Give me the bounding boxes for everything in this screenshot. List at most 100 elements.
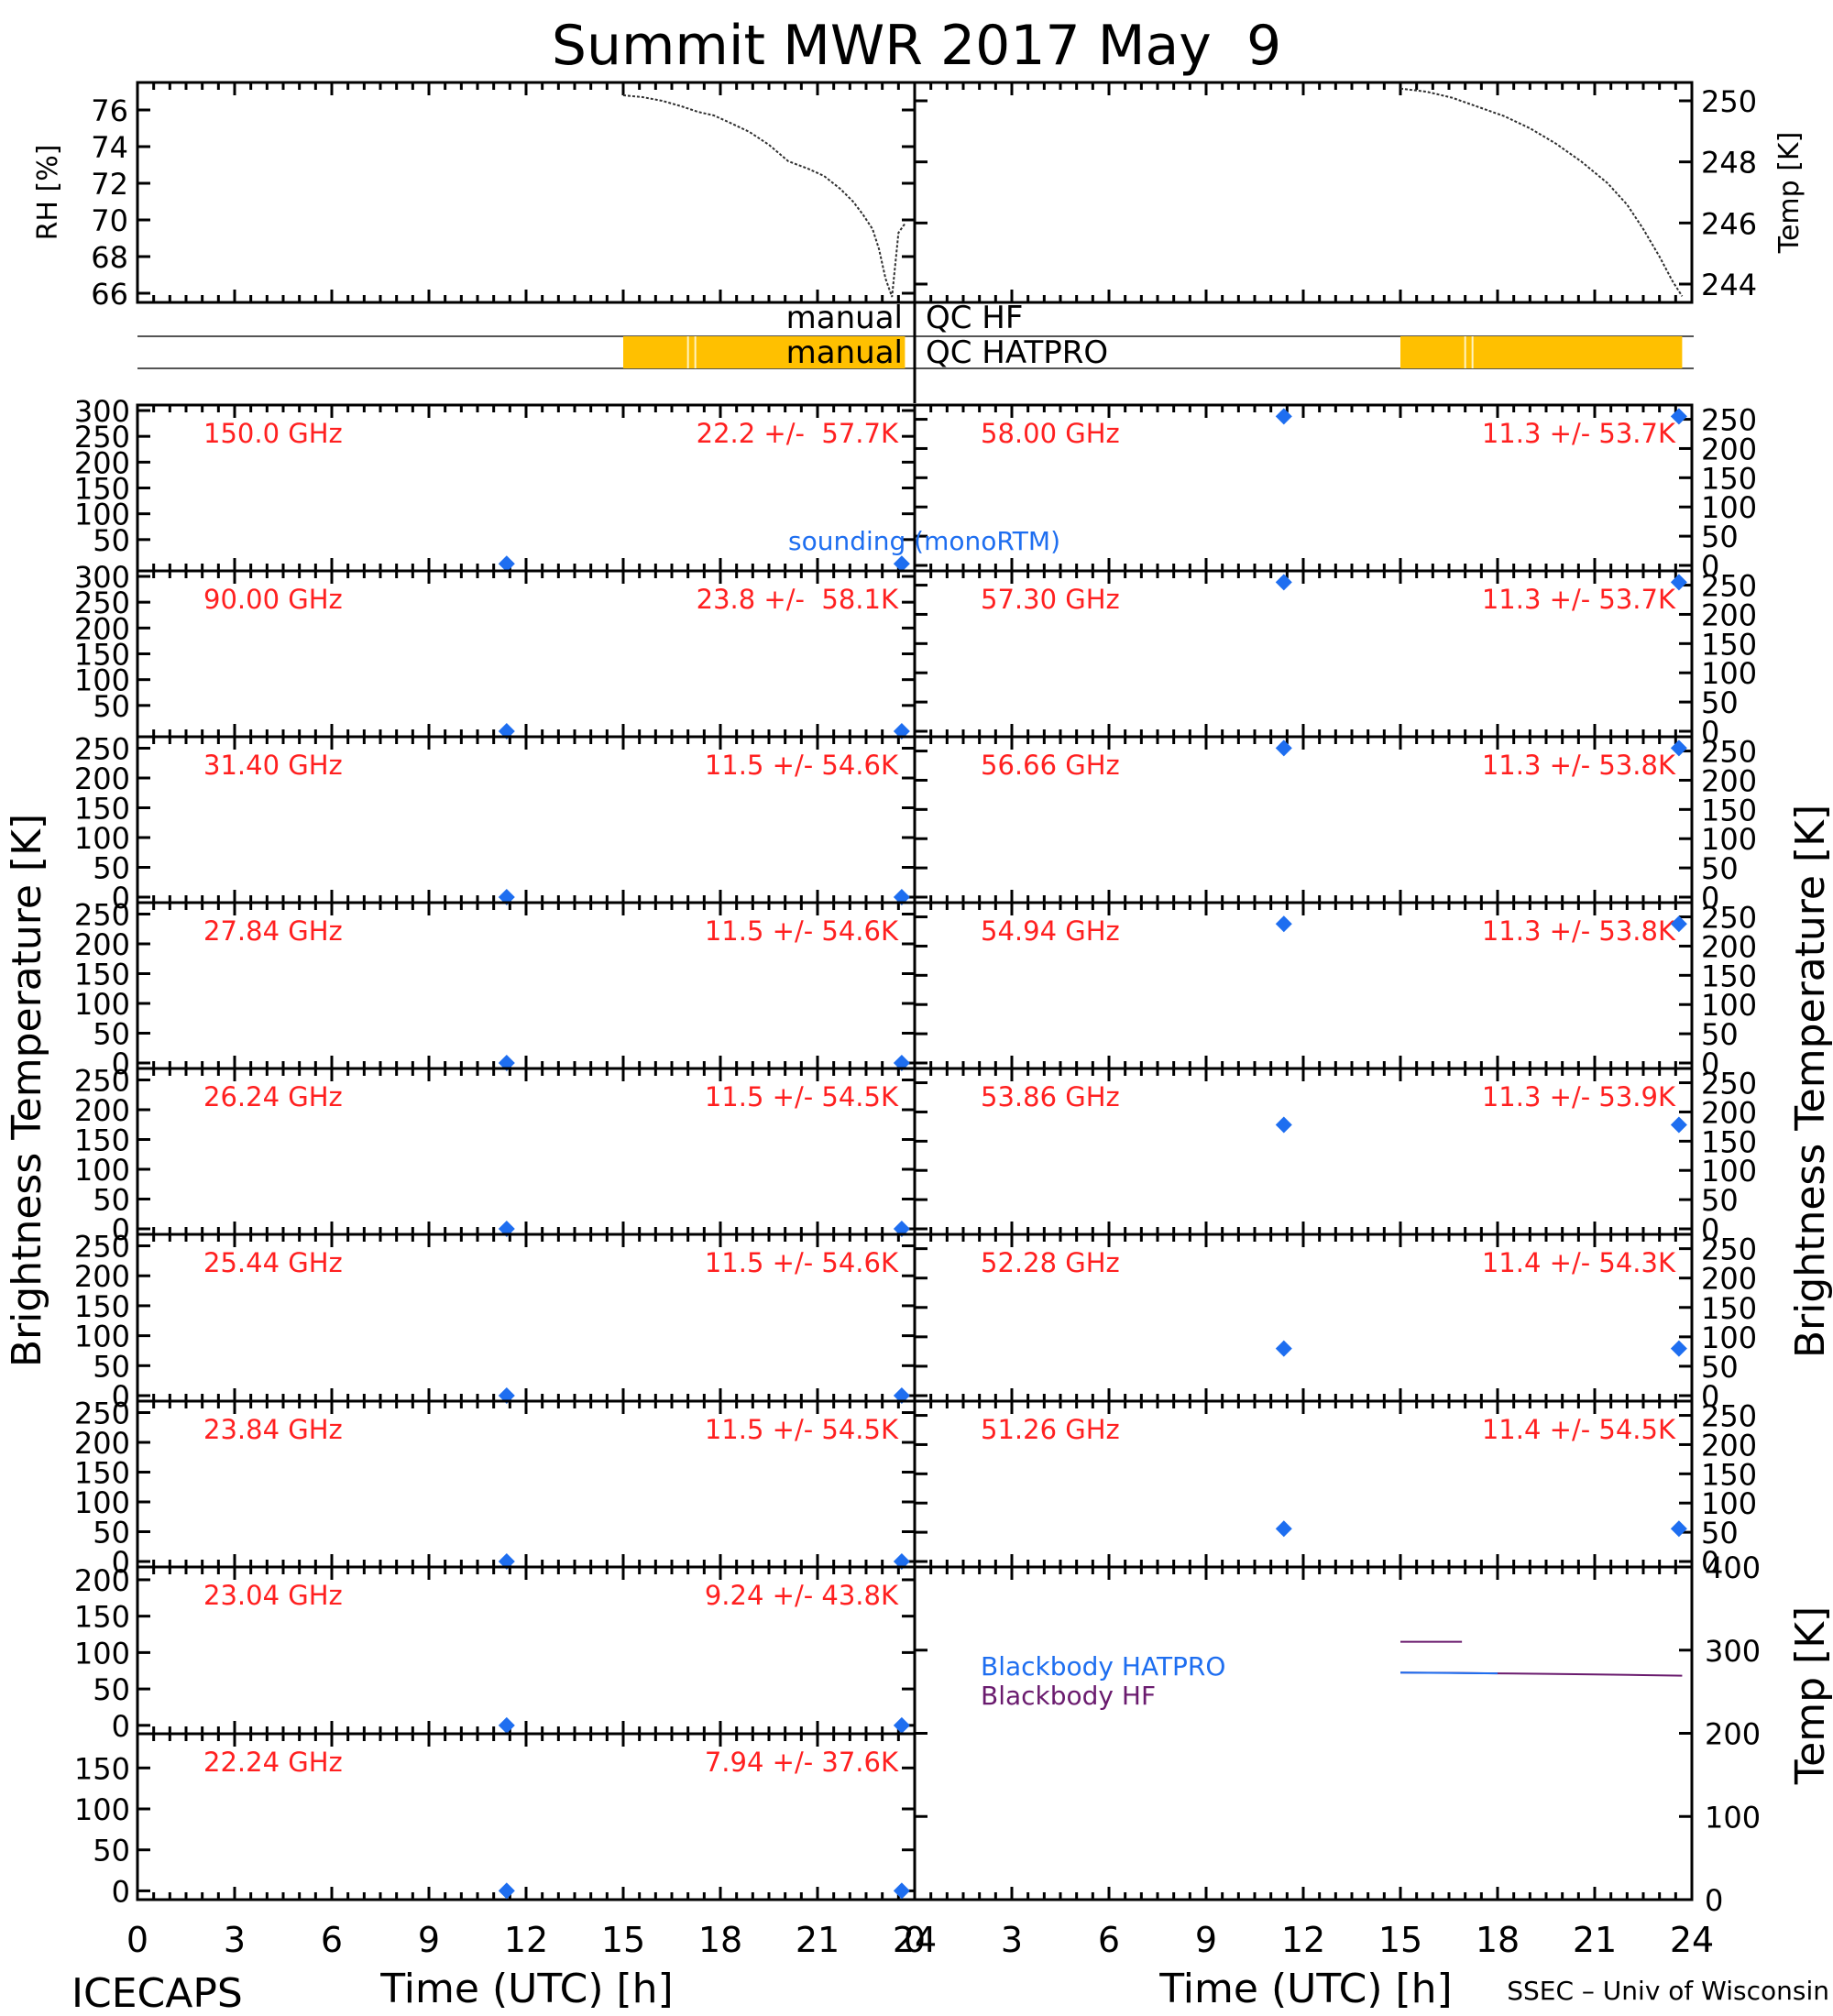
y-tick-label: 150 bbox=[74, 1751, 130, 1786]
y-tick-label: 0 bbox=[112, 1545, 130, 1580]
panel-frame bbox=[913, 1565, 1694, 1901]
y-tick-label: 200 bbox=[1701, 1262, 1757, 1297]
y-tick-label: 100 bbox=[74, 663, 130, 698]
x-tick-label: 12 bbox=[504, 1920, 548, 1960]
legend-blackbody-hatpro: Blackbody HATPRO bbox=[981, 1651, 1225, 1682]
y-tick-label: 100 bbox=[1701, 822, 1757, 857]
y-tick-label: 50 bbox=[1701, 1183, 1739, 1218]
sounding-marker bbox=[1275, 408, 1292, 425]
y-tick-label: 250 bbox=[74, 732, 130, 767]
y-tick-label: 0 bbox=[1701, 1545, 1719, 1580]
stats-label: 11.5 +/- 54.5K bbox=[705, 1414, 899, 1445]
y-tick-label: 50 bbox=[1701, 1350, 1739, 1385]
y-tick-label: 50 bbox=[1701, 1017, 1739, 1052]
channel-label: 27.84 GHz bbox=[203, 915, 343, 947]
y-tick-label: 100 bbox=[1701, 1320, 1757, 1355]
channel-label: 54.94 GHz bbox=[981, 915, 1120, 947]
y-axis-label-left: Brightness Temperature [K] bbox=[4, 814, 50, 1367]
x-tick-label: 0 bbox=[904, 1920, 926, 1960]
y-tick-label: 150 bbox=[74, 792, 130, 827]
x-tick-label: 18 bbox=[698, 1920, 742, 1960]
stats-label: 11.3 +/- 53.8K bbox=[1482, 750, 1676, 781]
y-tick-label: 250 bbox=[74, 586, 130, 620]
y-tick-label: 300 bbox=[1705, 1634, 1761, 1669]
sounding-marker bbox=[1670, 740, 1687, 757]
stats-label: 22.2 +/- 57.7K bbox=[697, 418, 899, 449]
sounding-marker bbox=[1670, 574, 1687, 591]
y-tick-label: 248 bbox=[1701, 146, 1757, 181]
channel-label: 23.04 GHz bbox=[203, 1580, 343, 1611]
stats-label: 11.3 +/- 53.7K bbox=[1482, 584, 1676, 615]
y-tick-label: 200 bbox=[74, 1426, 130, 1461]
y-tick-label: 250 bbox=[1701, 735, 1757, 770]
y-tick-label: 50 bbox=[93, 1834, 130, 1868]
y-tick-label: 150 bbox=[1701, 1124, 1757, 1159]
blackbody-hatpro-line bbox=[1399, 1671, 1498, 1675]
y-tick-label: 50 bbox=[1701, 685, 1739, 720]
channel-label: 57.30 GHz bbox=[981, 584, 1120, 615]
y-tick-label: 200 bbox=[74, 1259, 130, 1294]
y-tick-label: 50 bbox=[93, 1017, 130, 1052]
channel-label: 150.0 GHz bbox=[203, 418, 343, 449]
temp-frame bbox=[913, 81, 1694, 304]
x-tick-label: 3 bbox=[224, 1920, 246, 1960]
y-tick-label: 0 bbox=[112, 1874, 130, 1909]
sounding-marker bbox=[498, 1716, 515, 1734]
y-tick-label: 100 bbox=[74, 1153, 130, 1188]
y-tick-label: 150 bbox=[74, 1600, 130, 1635]
legend-blackbody-hf: Blackbody HF bbox=[981, 1681, 1156, 1711]
x-tick-label: 12 bbox=[1281, 1920, 1325, 1960]
y-tick-label: 100 bbox=[1701, 490, 1757, 525]
sounding-marker bbox=[1275, 1520, 1292, 1538]
y-tick-label: 200 bbox=[1701, 763, 1757, 798]
y-tick-label: 72 bbox=[91, 167, 128, 202]
y-tick-label: 200 bbox=[74, 1093, 130, 1128]
y-tick-label: 50 bbox=[93, 523, 130, 558]
y-tick-label: 100 bbox=[74, 1792, 130, 1827]
channel-label: 25.44 GHz bbox=[203, 1247, 343, 1278]
y-tick-label: 100 bbox=[74, 1320, 130, 1354]
channel-label: 51.26 GHz bbox=[981, 1414, 1120, 1445]
y-tick-label: 0 bbox=[1701, 715, 1719, 750]
qc-hf-right-label: QC HF bbox=[926, 300, 1023, 336]
y-tick-label: 250 bbox=[74, 420, 130, 455]
y-tick-label: 50 bbox=[93, 1349, 130, 1384]
y-tick-label: 0 bbox=[1705, 1883, 1723, 1918]
stats-label: 23.8 +/- 58.1K bbox=[697, 584, 899, 615]
y-tick-label: 250 bbox=[1701, 569, 1757, 604]
x-tick-label: 0 bbox=[126, 1920, 148, 1960]
footer-right: SSEC – Univ of Wisconsin bbox=[1507, 1976, 1829, 2006]
stats-label: 11.4 +/- 54.3K bbox=[1482, 1247, 1676, 1278]
stats-label: 11.4 +/- 54.5K bbox=[1482, 1414, 1676, 1445]
y-tick-label: 400 bbox=[1705, 1550, 1761, 1585]
y-tick-label: 200 bbox=[1701, 1428, 1757, 1463]
temp-panel: 244 246 248 250 Temp [K] bbox=[913, 81, 1806, 304]
y-tick-label: 50 bbox=[93, 1183, 130, 1218]
y-tick-label: 200 bbox=[1701, 597, 1757, 632]
sounding-marker bbox=[1670, 1116, 1687, 1134]
y-tick-label: 66 bbox=[91, 277, 128, 312]
channel-label: 26.24 GHz bbox=[203, 1081, 343, 1112]
y-tick-label: 244 bbox=[1701, 268, 1757, 302]
y-tick-label: 50 bbox=[1701, 851, 1739, 886]
sounding-marker bbox=[1275, 740, 1292, 757]
y-tick-label: 74 bbox=[91, 130, 128, 165]
y-tick-label: 100 bbox=[1701, 1486, 1757, 1521]
x-tick-label: 9 bbox=[418, 1920, 440, 1960]
stats-label: 11.5 +/- 54.6K bbox=[705, 915, 899, 947]
y-tick-label: 200 bbox=[1701, 929, 1757, 964]
y-tick-label: 200 bbox=[74, 445, 130, 480]
y-tick-label: 150 bbox=[74, 472, 130, 507]
y-tick-label: 0 bbox=[1701, 1046, 1719, 1081]
